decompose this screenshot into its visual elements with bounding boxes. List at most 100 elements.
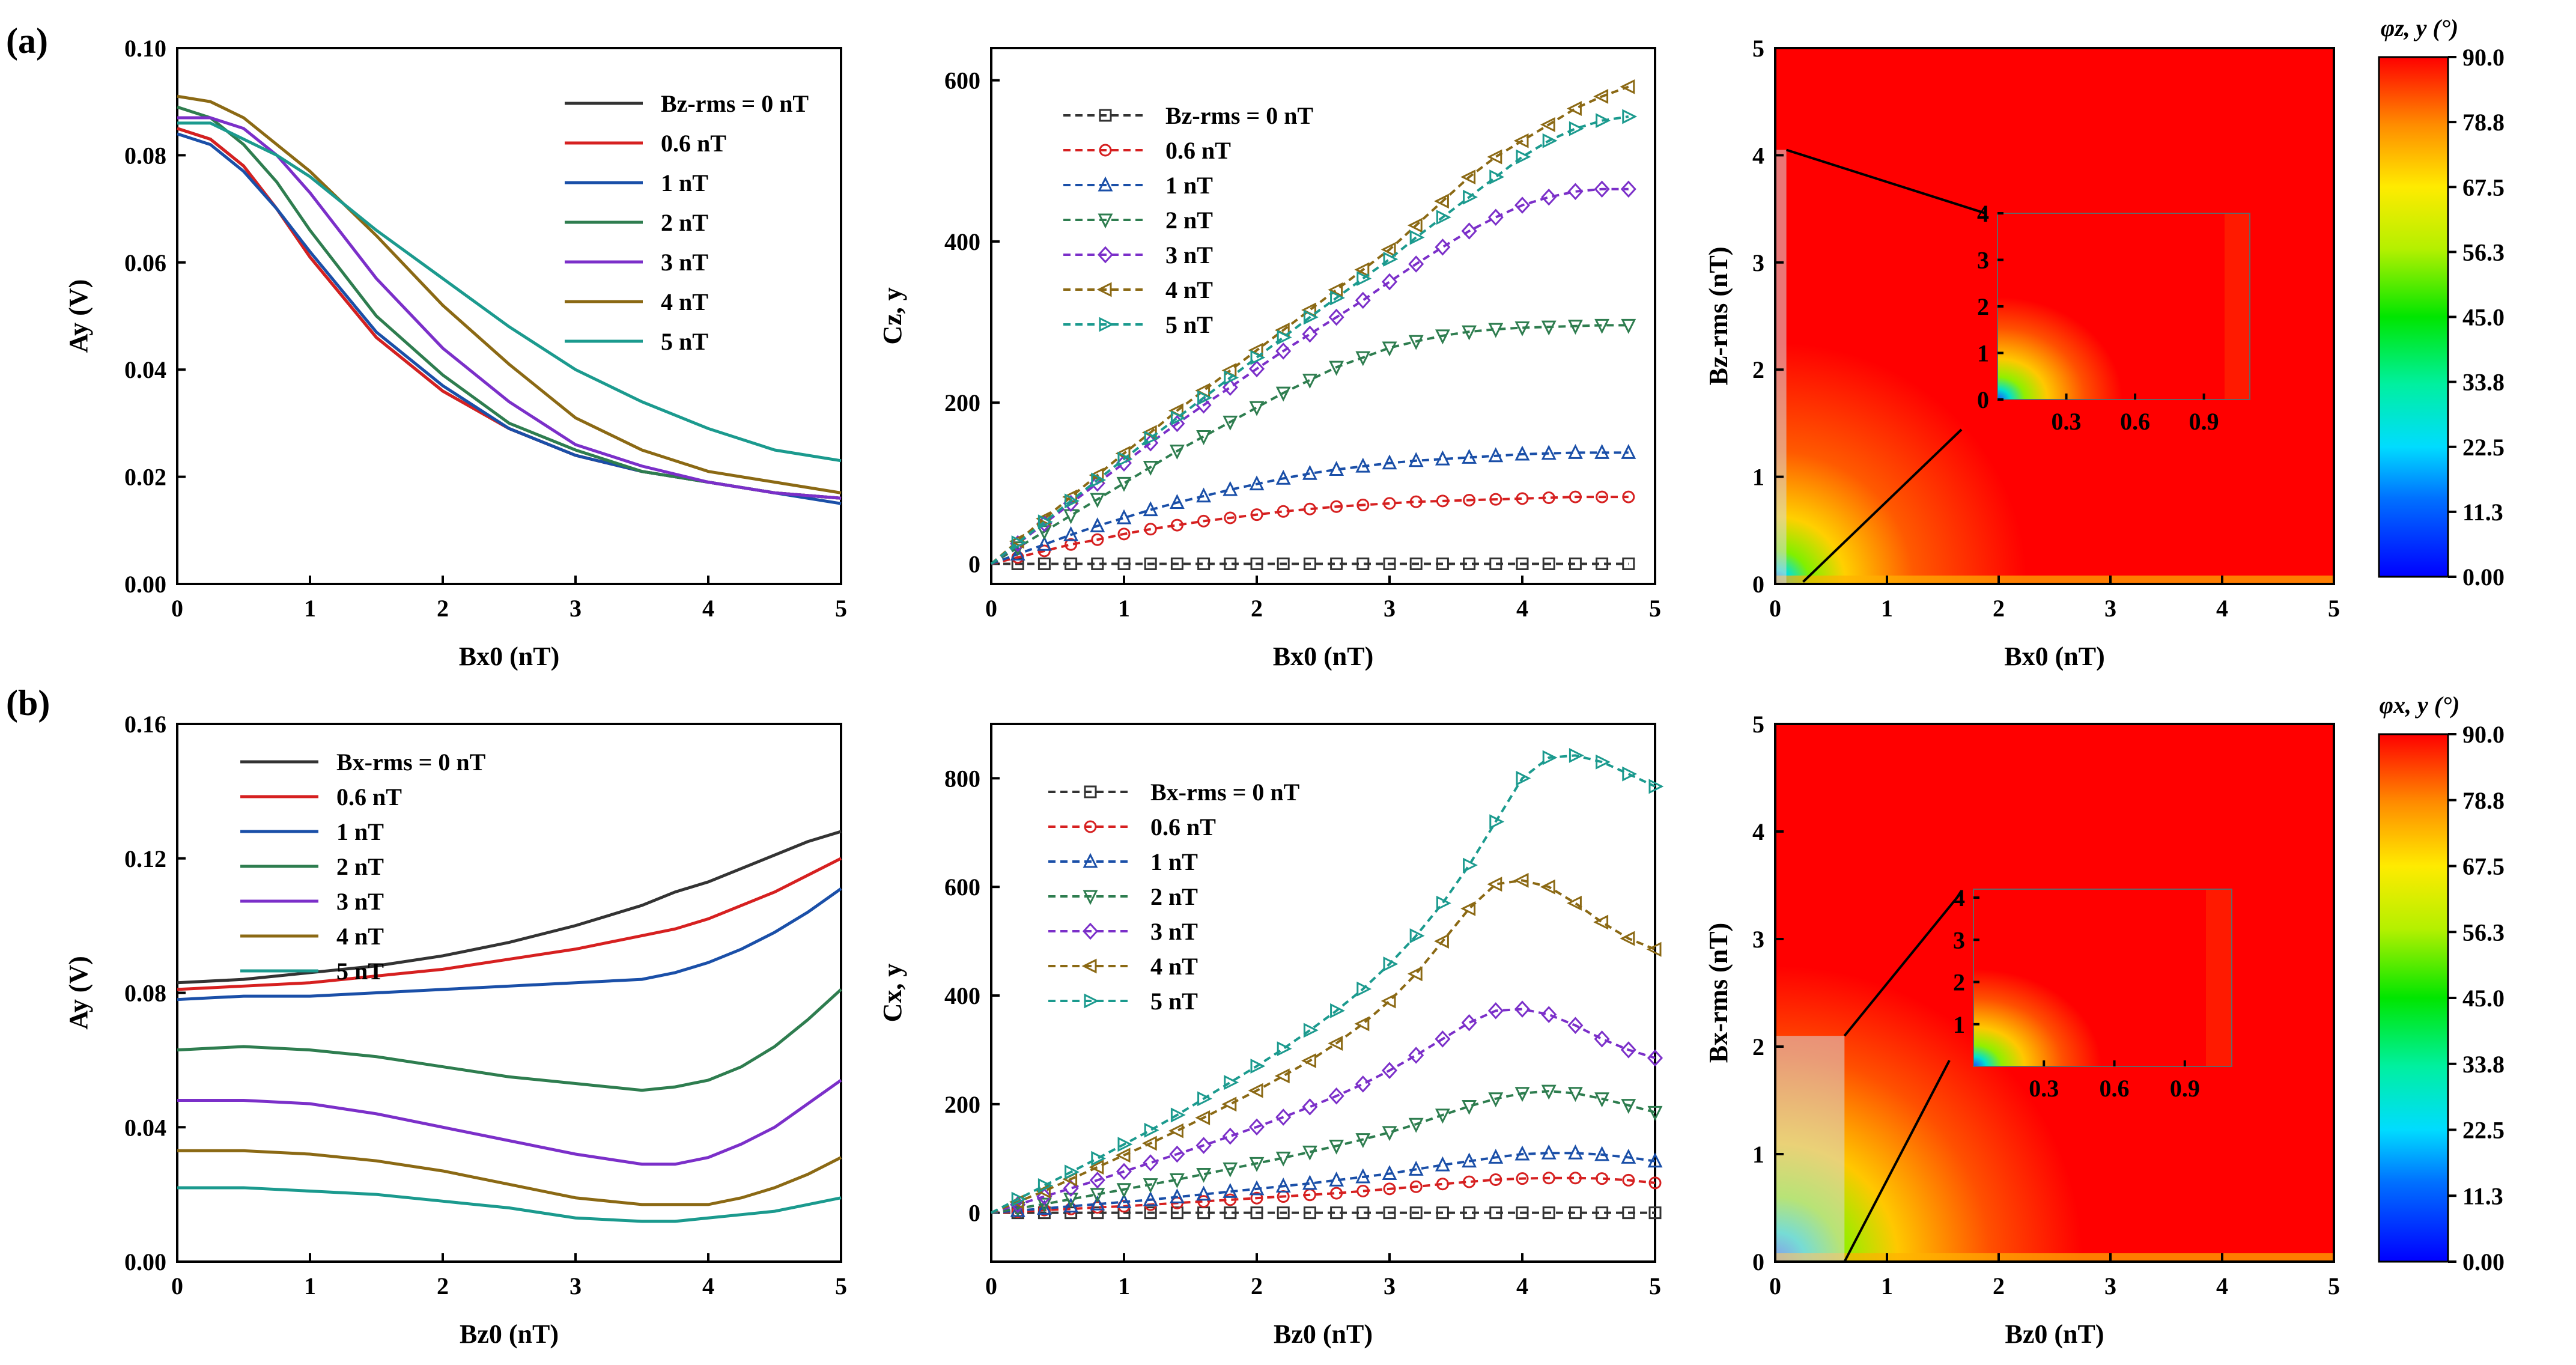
colorbar-tick-label: 56.3 [2462, 239, 2505, 266]
data-point-s1-21 [1542, 1172, 1555, 1185]
data-point-s0-11 [1277, 557, 1290, 570]
data-point-s1-15 [1383, 1182, 1396, 1196]
data-point-s1-8 [1197, 1195, 1211, 1208]
data-point-s2-22 [1567, 444, 1583, 459]
data-point-s3-4 [1090, 493, 1105, 508]
data-point-s2-5 [1116, 509, 1132, 524]
colorbar-tick-label: 56.3 [2462, 919, 2505, 946]
data-point-s2-15 [1382, 454, 1397, 470]
series-line-0 [177, 830, 842, 985]
legend-entry: 4 nT [336, 923, 384, 950]
data-point-s3-10 [1249, 1157, 1265, 1172]
heatmap-bottom-band [1775, 576, 2334, 584]
data-point-s6-11 [1277, 330, 1292, 345]
data-point-s3-15 [1382, 341, 1397, 357]
series-line-6 [177, 121, 842, 463]
data-point-s2-23 [1594, 1146, 1610, 1161]
data-point-s6-22 [1569, 748, 1584, 763]
data-point-s2-19 [1488, 447, 1504, 463]
data-point-s3-6 [1143, 1178, 1158, 1193]
x-tick-label: 0 [171, 1272, 183, 1300]
data-point-s6-1 [1011, 1191, 1027, 1207]
data-point-s2-10 [1249, 1180, 1265, 1196]
y-axis-title: Cx, y [878, 964, 907, 1023]
data-point-s4-25 [1647, 1049, 1663, 1067]
legend-marker [1099, 317, 1114, 332]
data-point-s1-18 [1463, 493, 1476, 506]
inset-y-tick-label: 1 [1977, 340, 1989, 367]
colorbar-tick-label: 45.0 [2462, 304, 2505, 331]
data-point-s3-7 [1169, 1173, 1185, 1188]
data-point-s4-4 [1089, 1172, 1105, 1189]
heatmap-bottom-band [1775, 1253, 2334, 1262]
panel-label-a: (a) [6, 21, 48, 61]
series-line-6 [990, 115, 1629, 565]
data-point-s0-9 [1224, 1206, 1237, 1220]
data-point-s0-21 [1542, 557, 1555, 570]
data-point-s4-15 [1381, 1062, 1398, 1079]
legend-entry: Bz-rms = 0 nT [1165, 102, 1313, 129]
data-point-s1-8 [1197, 514, 1211, 527]
data-point-s4-3 [1063, 1179, 1079, 1197]
data-point-s0-3 [1065, 557, 1078, 570]
y-tick-label: 4 [1752, 142, 1764, 169]
data-point-s1-17 [1436, 494, 1449, 508]
data-point-s2-11 [1275, 469, 1291, 485]
data-point-s5-25 [1646, 941, 1662, 957]
legend-entry: 4 nT [1165, 276, 1213, 303]
legend-marker [1098, 176, 1113, 192]
colorbar-tick-label: 22.5 [2462, 1117, 2505, 1144]
data-point-s4-21 [1541, 1006, 1557, 1023]
y-tick-label: 5 [1752, 711, 1764, 738]
y-tick-label: 400 [944, 982, 980, 1009]
data-point-s6-2 [1037, 1178, 1053, 1193]
legend-entry: 1 nT [661, 169, 708, 196]
legend-entry: 1 nT [336, 818, 384, 845]
plot-frame [1774, 47, 2335, 585]
data-point-s3-9 [1223, 1162, 1238, 1178]
data-point-s1-9 [1224, 511, 1237, 524]
data-point-s3-5 [1116, 476, 1132, 492]
y-tick-label: 0.08 [124, 142, 166, 169]
x-tick-label: 1 [1881, 595, 1893, 622]
legend-entry: 0.6 nT [661, 130, 726, 157]
data-point-s6-5 [1117, 451, 1133, 467]
data-point-s1-22 [1569, 1172, 1582, 1185]
inset-y-tick-label: 1 [1953, 1011, 1965, 1038]
data-point-s2-13 [1329, 1172, 1344, 1187]
data-point-s2-7 [1169, 494, 1185, 509]
data-point-s6-14 [1356, 271, 1372, 287]
connector-line [1843, 1060, 1951, 1262]
x-axis-title: Bz0 (nT) [460, 1319, 559, 1349]
data-point-s0-13 [1330, 1206, 1343, 1220]
y-tick-label: 4 [1752, 818, 1764, 845]
legend-marker [1084, 785, 1097, 798]
data-point-s5-21 [1540, 879, 1555, 895]
data-point-s6-20 [1516, 770, 1531, 786]
data-point-s4-6 [1143, 1154, 1159, 1172]
data-point-s5-15 [1381, 993, 1396, 1009]
data-point-s3-24 [1621, 318, 1636, 334]
data-point-s1-11 [1277, 505, 1290, 518]
data-point-s5-17 [1434, 193, 1449, 209]
y-tick-label: 5 [1752, 35, 1764, 62]
data-point-s1-14 [1356, 499, 1370, 512]
data-point-s4-10 [1248, 360, 1265, 378]
legend-entry: 2 nT [336, 853, 384, 880]
data-point-s4-10 [1248, 1118, 1265, 1136]
data-point-s2-25 [1647, 1152, 1663, 1168]
y-tick-label: 0 [1752, 1248, 1764, 1275]
data-point-s1-23 [1596, 490, 1609, 503]
data-point-s0-20 [1516, 557, 1529, 570]
legend-entry: 3 nT [661, 249, 708, 276]
x-tick-label: 3 [570, 595, 582, 622]
data-point-s0-6 [1144, 1206, 1157, 1220]
y-axis-title: Ay (V) [64, 279, 93, 353]
data-point-s6-14 [1356, 981, 1372, 997]
y-tick-label: 0.04 [124, 356, 166, 383]
series-line-2 [177, 887, 842, 1002]
data-point-s5-17 [1434, 934, 1449, 949]
x-axis-title: Bx0 (nT) [459, 642, 559, 671]
data-point-s5-22 [1567, 895, 1582, 911]
